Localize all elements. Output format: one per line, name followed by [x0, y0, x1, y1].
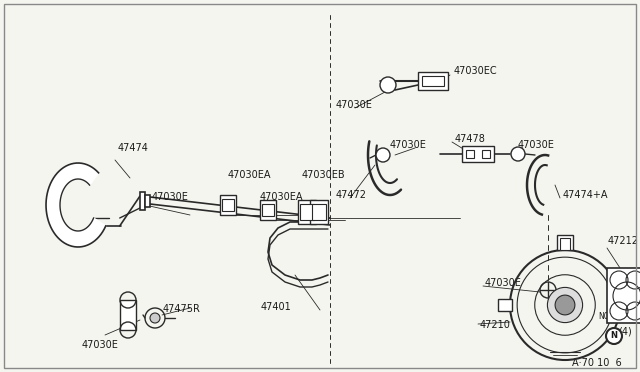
Text: 47030E: 47030E [485, 278, 522, 288]
Text: 47030E: 47030E [152, 192, 189, 202]
Circle shape [555, 295, 575, 315]
Bar [140, 192, 145, 210]
Bar [300, 204, 314, 220]
Text: 47478: 47478 [455, 134, 486, 144]
Bar [220, 195, 236, 215]
Bar [462, 146, 494, 162]
Bar [120, 300, 136, 330]
Text: 47475R: 47475R [163, 304, 201, 314]
Bar [145, 195, 150, 207]
Bar [310, 200, 328, 224]
Bar [560, 238, 570, 250]
Text: N08911-1081G: N08911-1081G [598, 312, 640, 321]
Text: 47210: 47210 [480, 320, 511, 330]
Text: 47472: 47472 [336, 190, 367, 200]
Text: 47030E: 47030E [518, 140, 555, 150]
Circle shape [606, 328, 622, 344]
Bar [482, 150, 490, 158]
Text: 47474: 47474 [118, 143, 149, 153]
Text: 47030EC: 47030EC [454, 66, 498, 76]
Text: 47030EA: 47030EA [260, 192, 303, 202]
Circle shape [380, 77, 396, 93]
Text: 47030EA: 47030EA [228, 170, 271, 180]
Text: A·70 10  6: A·70 10 6 [572, 358, 621, 368]
Bar [498, 299, 512, 311]
Text: 47030E: 47030E [390, 140, 427, 150]
Text: 47212: 47212 [608, 236, 639, 246]
Circle shape [150, 313, 160, 323]
Bar [466, 150, 474, 158]
Circle shape [511, 147, 525, 161]
Bar [607, 268, 640, 323]
Text: 47030E: 47030E [82, 340, 119, 350]
Text: N: N [611, 331, 618, 340]
Bar [422, 76, 444, 86]
Circle shape [376, 148, 390, 162]
Text: 47030E: 47030E [336, 100, 373, 110]
Text: 47401: 47401 [261, 302, 292, 312]
Bar [298, 200, 316, 224]
Bar [557, 235, 573, 250]
Bar [260, 200, 276, 220]
Text: (4): (4) [618, 326, 632, 336]
Bar [312, 204, 326, 220]
Circle shape [547, 288, 582, 323]
Bar [418, 72, 448, 90]
Text: 47030EB: 47030EB [302, 170, 346, 180]
Bar [262, 204, 274, 216]
Text: 47474+A: 47474+A [563, 190, 609, 200]
Bar [222, 199, 234, 211]
Polygon shape [46, 163, 106, 247]
